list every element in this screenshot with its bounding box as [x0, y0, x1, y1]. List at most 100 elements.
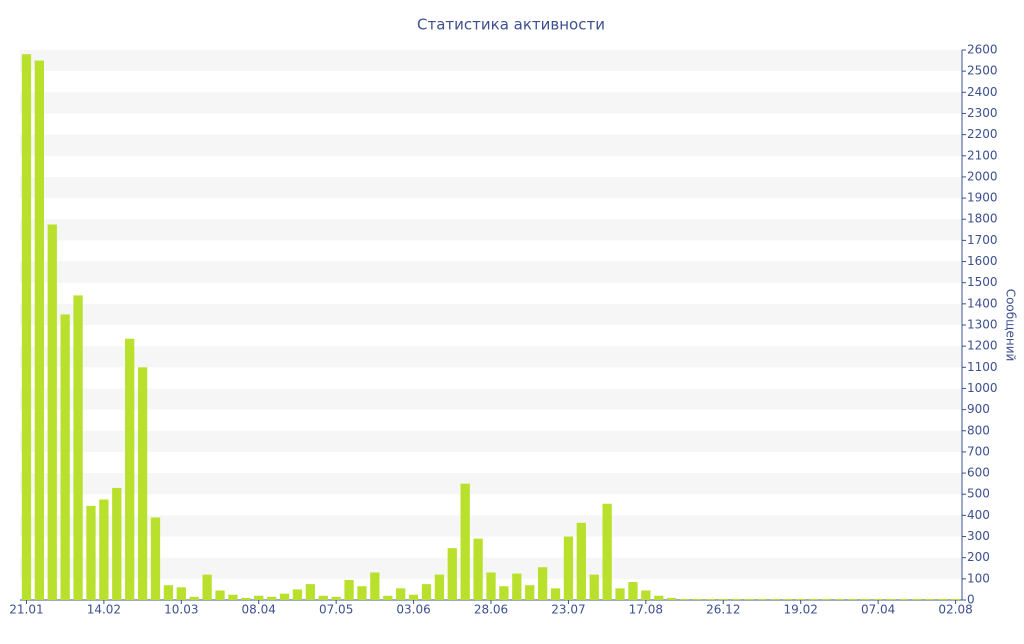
bar [447, 548, 457, 600]
grid-band [20, 473, 962, 495]
bar [279, 593, 290, 600]
bar [937, 598, 948, 600]
x-tick-label: 03.06 [396, 603, 430, 617]
bar [189, 596, 199, 600]
grid-band [20, 50, 962, 72]
y-tick-label: 600 [967, 466, 990, 480]
y-tick-label: 1100 [967, 360, 998, 374]
bar [847, 598, 857, 600]
x-tick-label: 07.05 [319, 603, 353, 617]
x-tick-label: 07.04 [861, 603, 895, 617]
y-tick-label: 2200 [967, 127, 998, 141]
y-tick-label: 700 [967, 444, 990, 458]
bar [925, 598, 935, 600]
x-tick-label: 28.06 [474, 603, 508, 617]
y-tick-label: 2000 [967, 169, 998, 183]
bar [821, 598, 832, 600]
bar [860, 598, 870, 600]
bar [576, 522, 586, 600]
bar [692, 598, 703, 600]
y-tick-label: 1200 [967, 339, 998, 353]
bar [34, 60, 45, 601]
bar [434, 574, 445, 600]
bar [667, 597, 677, 600]
bar [266, 596, 277, 600]
bar [473, 538, 483, 600]
bar [215, 590, 225, 600]
bar [86, 505, 96, 600]
y-tick-label: 2400 [967, 85, 998, 99]
x-tick-label: 21.01 [9, 603, 43, 617]
bar [679, 598, 690, 600]
bar [512, 573, 522, 600]
bar [357, 586, 367, 600]
bar [318, 595, 328, 600]
bar [202, 574, 212, 600]
bar [912, 598, 922, 600]
x-tick-label: 08.04 [242, 603, 276, 617]
bar [112, 487, 122, 600]
bar [783, 598, 793, 600]
x-tick-label: 19.02 [784, 603, 818, 617]
y-tick-label: 1400 [967, 296, 998, 310]
bar [421, 584, 432, 600]
y-tick-label: 500 [967, 487, 990, 501]
bar [60, 314, 70, 600]
bar [73, 295, 83, 600]
y-axis-label: Сообщений [1004, 289, 1018, 362]
bar [383, 595, 393, 600]
y-tick-label: 400 [967, 508, 990, 522]
bar [525, 585, 535, 600]
y-tick-label: 2100 [967, 148, 998, 162]
y-tick-label: 900 [967, 402, 990, 416]
bar [886, 598, 896, 600]
bar [537, 567, 548, 600]
grid-band [20, 303, 962, 325]
bar [950, 598, 961, 600]
x-tick-label: 17.08 [629, 603, 663, 617]
grid-band [20, 176, 962, 199]
bar [370, 572, 380, 600]
bar [757, 598, 767, 600]
bar [602, 503, 612, 600]
x-tick-label: 10.03 [164, 603, 198, 617]
y-tick-label: 0 [967, 593, 975, 607]
bar [460, 483, 470, 600]
grid-band [20, 219, 962, 241]
bar [408, 594, 419, 600]
bar [808, 598, 819, 600]
y-tick-label: 1500 [967, 275, 998, 289]
bar [550, 588, 561, 600]
x-tick-label: 14.02 [87, 603, 121, 617]
bar [331, 596, 341, 600]
bar [305, 584, 315, 600]
bar [499, 586, 509, 600]
grid-band [20, 346, 962, 368]
y-tick-label: 300 [967, 529, 990, 543]
grid-band [20, 388, 962, 410]
bar [796, 598, 806, 600]
y-tick-label: 100 [967, 571, 990, 585]
bar [834, 598, 845, 600]
bar [176, 587, 186, 600]
bar [705, 598, 716, 600]
bar [228, 594, 238, 600]
bar [641, 590, 651, 600]
x-tick-label: 26.12 [706, 603, 740, 617]
bar [718, 598, 728, 600]
bar [615, 588, 625, 600]
bar [744, 598, 754, 600]
y-tick-label: 2500 [967, 64, 998, 78]
bar [486, 572, 496, 600]
bar [163, 585, 174, 600]
grid-band [20, 261, 962, 283]
bar [899, 598, 909, 600]
bar [589, 574, 599, 600]
grid-band [20, 557, 962, 579]
x-tick-label: 02.08 [938, 603, 972, 617]
y-tick-label: 800 [967, 423, 990, 437]
y-tick-label: 2600 [967, 43, 998, 57]
bar [628, 582, 638, 600]
grid-band [20, 430, 962, 452]
